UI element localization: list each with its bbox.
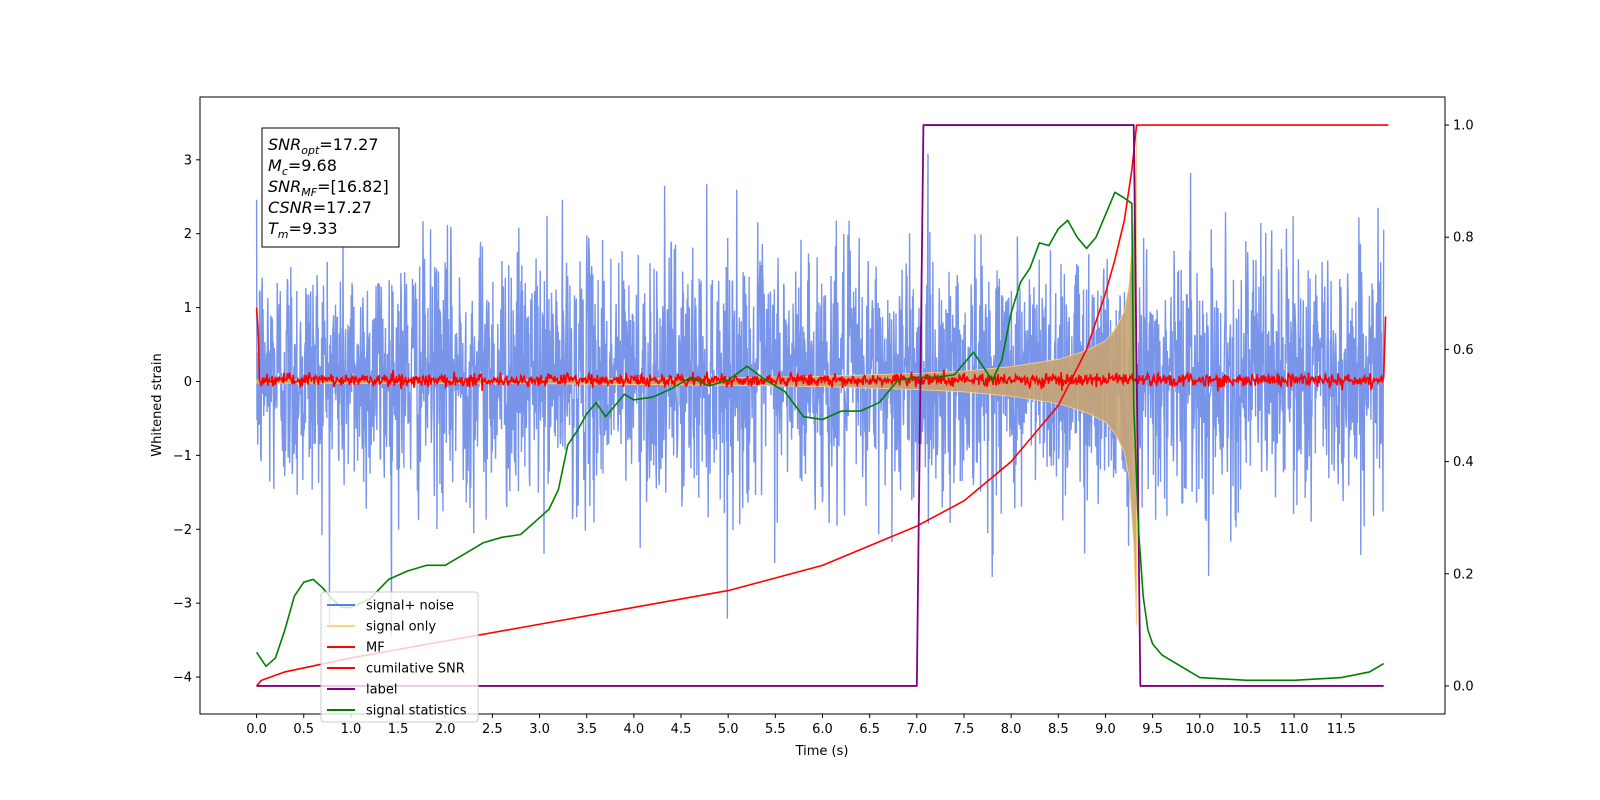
legend-entry: signal only	[366, 620, 436, 635]
x-tick-label: 9.5	[1142, 722, 1163, 737]
x-tick-label: 5.5	[765, 722, 786, 737]
x-tick-label: 3.0	[529, 722, 550, 737]
x-tick-label: 2.5	[482, 722, 503, 737]
legend-entry: label	[366, 683, 397, 698]
y2-axis-ticks: 1.0 0.8 0.6 0.4 0.2 0.0	[1445, 119, 1474, 694]
y2-tick-label: 0.2	[1453, 567, 1474, 582]
info-line: Tm=9.33	[268, 219, 338, 241]
y-tick-label: −4	[173, 671, 192, 686]
x-axis-label: Time (s)	[795, 744, 849, 759]
x-tick-label: 11.5	[1327, 722, 1356, 737]
signal-statistics-line	[255, 191, 1385, 682]
x-tick-label: 6.0	[812, 722, 833, 737]
x-tick-label: 7.5	[954, 722, 975, 737]
signal-noise-line	[255, 153, 1385, 637]
legend-entry: cumilative SNR	[366, 662, 465, 677]
y-tick-label: 0	[184, 375, 192, 390]
x-tick-label: 2.0	[435, 722, 456, 737]
x-tick-label: 4.0	[624, 722, 645, 737]
x-tick-label: 10.5	[1232, 722, 1261, 737]
y-tick-label: −3	[173, 597, 192, 612]
y-axis-label: Whitened strain	[150, 353, 165, 456]
info-line: CSNR=17.27	[268, 198, 372, 217]
y2-tick-label: 0.0	[1453, 679, 1474, 694]
signal-only-series	[256, 137, 1137, 626]
mf-line	[255, 307, 1387, 392]
y-axis-ticks: 3 2 1 0 −1 −2 −3 −4	[173, 153, 200, 686]
y-tick-label: 3	[184, 153, 192, 168]
x-tick-label: 7.0	[906, 722, 927, 737]
x-tick-label: 5.0	[718, 722, 739, 737]
x-tick-label: 4.5	[671, 722, 692, 737]
label-series	[256, 124, 1384, 687]
x-axis-ticks: 0.0 0.5 1.0 1.5 2.0 2.5 3.0 3.5 4.0 4.5 5.0 5.5 6.0 6…	[246, 714, 1356, 737]
x-tick-label: 10.0	[1185, 722, 1214, 737]
y-tick-label: 2	[184, 227, 192, 242]
x-tick-label: 1.5	[388, 722, 409, 737]
x-tick-label: 0.0	[246, 722, 267, 737]
x-tick-label: 11.0	[1280, 722, 1309, 737]
x-tick-label: 6.5	[859, 722, 880, 737]
mf-series	[255, 307, 1387, 392]
signal-statistics-series	[255, 191, 1385, 682]
legend-entry: signal statistics	[366, 704, 467, 719]
legend: signal+ noise signal only MF cumilative SNR…	[320, 591, 479, 723]
info-box: SNRopt=17.27Mc=9.68SNRMF=[16.82]CSNR=17.…	[261, 127, 400, 248]
y-tick-label: −2	[173, 523, 192, 538]
y-tick-label: −1	[173, 449, 192, 464]
info-line: SNRMF=[16.82]	[268, 177, 389, 199]
y2-tick-label: 0.6	[1453, 343, 1474, 358]
x-tick-label: 8.5	[1048, 722, 1069, 737]
legend-entry: signal+ noise	[366, 599, 454, 614]
y-tick-label: 1	[184, 301, 192, 316]
y2-tick-label: 1.0	[1453, 119, 1474, 134]
info-line: Mc=9.68	[268, 156, 337, 178]
x-tick-label: 0.5	[293, 722, 314, 737]
legend-entry: MF	[366, 641, 385, 656]
y2-tick-label: 0.8	[1453, 231, 1474, 246]
label-line	[256, 124, 1384, 687]
signal-noise-series	[255, 153, 1385, 637]
x-tick-label: 1.0	[341, 722, 362, 737]
x-tick-label: 9.0	[1095, 722, 1116, 737]
y2-tick-label: 0.4	[1453, 455, 1474, 470]
x-tick-label: 3.5	[576, 722, 597, 737]
info-line: SNRopt=17.27	[268, 135, 379, 157]
signal-only-envelope	[256, 137, 1137, 626]
x-tick-label: 8.0	[1001, 722, 1022, 737]
